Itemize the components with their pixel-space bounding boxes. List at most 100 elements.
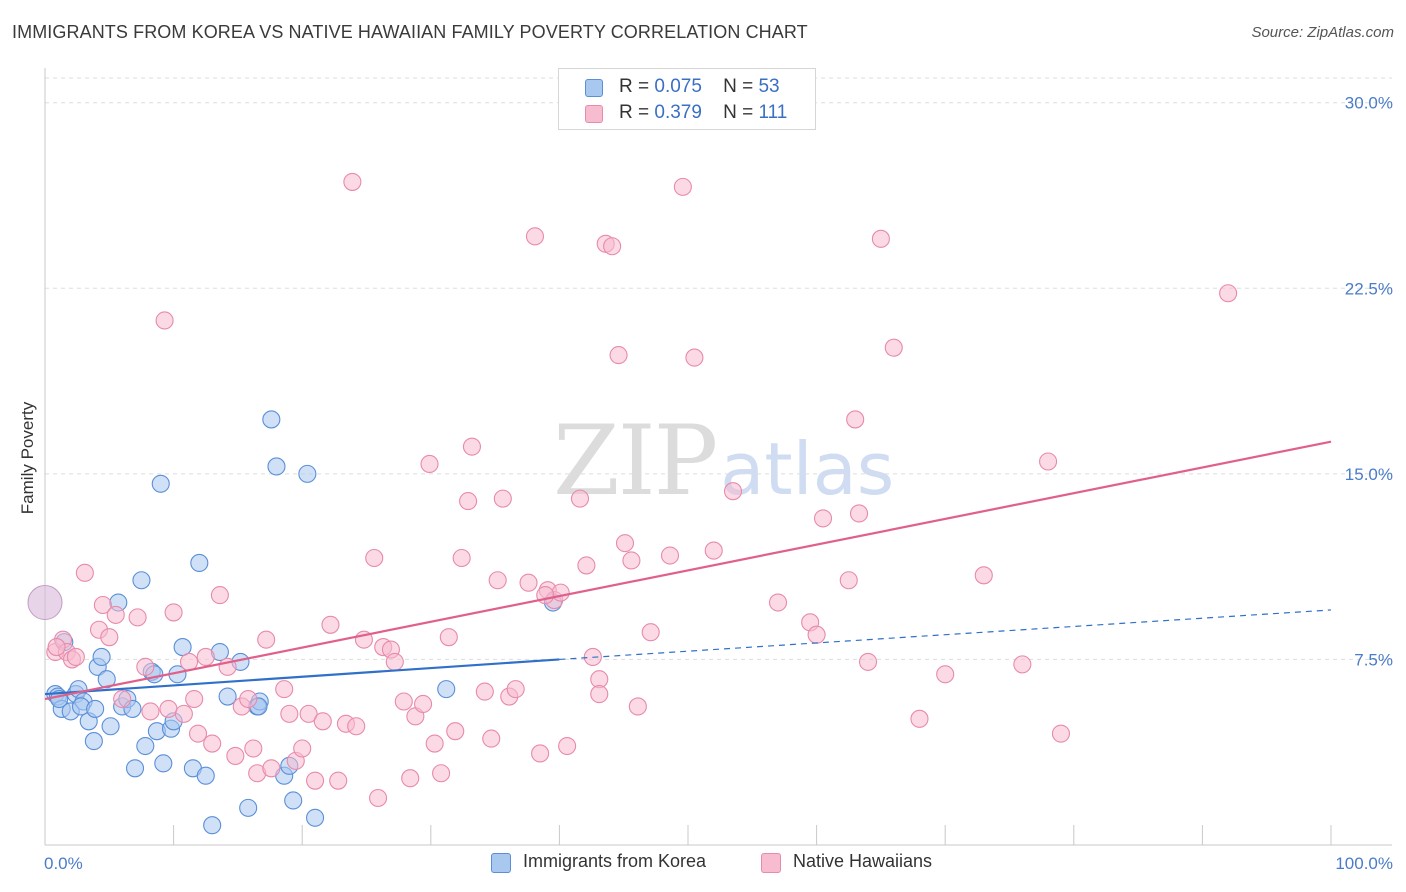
hawaii-point (174, 704, 193, 723)
korea-point (136, 736, 155, 756)
hawaii-point (66, 647, 85, 667)
korea-point (218, 687, 237, 706)
hawaii-point (75, 563, 94, 582)
overlap-point (27, 585, 63, 621)
hawaii-point (1051, 724, 1070, 743)
hawaii-point (910, 709, 929, 728)
hawaii-point (974, 566, 993, 585)
hawaii-point (136, 657, 155, 676)
source-label: Source: ZipAtlas.com (1251, 24, 1394, 41)
hawaii-point (884, 338, 903, 357)
hawaii-r-value: 0.379 (654, 102, 702, 123)
hawaii-point (313, 712, 332, 731)
hawaii-point (401, 769, 420, 788)
hawaii-point (459, 492, 478, 511)
hawaii-point (128, 608, 147, 627)
hawaii-point (622, 551, 641, 570)
hawaii-point (226, 746, 245, 765)
korea-r-label: R = (619, 76, 650, 97)
hawaii-point (347, 717, 366, 736)
hawaii-point (93, 595, 112, 615)
hawaii-point (660, 546, 680, 565)
hawaii-point (446, 722, 465, 741)
hawaii-point (210, 586, 229, 605)
hawaii-point (558, 736, 577, 756)
hawaii-point (414, 694, 433, 714)
hawaii-point (615, 534, 635, 553)
watermark-atlas: atlas (720, 427, 895, 511)
hawaii-point (813, 509, 833, 528)
korea-point (196, 766, 215, 785)
hawaii-point (1039, 452, 1058, 471)
hawaii-point (452, 548, 471, 568)
x-tick-label: 100.0% (1335, 854, 1393, 873)
hawaii-point (394, 692, 413, 711)
hawaii-point (475, 682, 494, 701)
korea-point (267, 457, 286, 476)
hawaii-point (641, 623, 660, 642)
y-tick-label: 30.0% (1345, 94, 1393, 113)
korea-legend-swatch (491, 853, 511, 873)
hawaii-point (306, 771, 325, 790)
hawaii-point (488, 571, 507, 590)
hawaii-point (203, 734, 222, 753)
korea-point (84, 732, 103, 751)
korea-n-label: N = (723, 76, 754, 97)
hawaii-point (685, 348, 704, 367)
korea-point (125, 759, 145, 778)
hawaii-point (551, 583, 570, 602)
hawaii-point (506, 680, 525, 699)
hawaii-point (768, 593, 788, 612)
hawaii-point (257, 630, 276, 649)
korea-point (132, 571, 151, 590)
hawaii-point (603, 237, 622, 256)
hawaii-point (321, 615, 340, 634)
hawaii-point (846, 410, 865, 429)
hawaii-point (293, 739, 312, 758)
hawaii-point (329, 771, 348, 790)
hawaii-point (673, 177, 692, 196)
hawaii-point (525, 227, 545, 246)
korea-n-value: 53 (758, 76, 780, 97)
hawaii-point (188, 724, 208, 743)
hawaii-point (244, 739, 263, 758)
korea-point (154, 754, 173, 773)
y-tick-label: 7.5% (1354, 650, 1393, 669)
hawaii-point (609, 346, 628, 365)
korea-point (203, 816, 222, 835)
hawaii-point (577, 556, 596, 575)
hawaii-point (493, 489, 512, 508)
hawaii-trend-line (44, 440, 1332, 701)
hawaii-point (106, 605, 125, 624)
hawaii-point (590, 685, 609, 704)
hawaii-point (839, 571, 858, 590)
korea-point (306, 808, 325, 827)
hawaii-point (462, 437, 482, 456)
hawaii-point (365, 548, 384, 568)
hawaii-point (570, 489, 590, 508)
korea-point (437, 680, 456, 699)
hawaii-point (519, 573, 538, 592)
hawaii-point (275, 680, 294, 699)
correlation-legend: R = 0.075 N = 53 R = 0.379 N = 111 (558, 68, 816, 130)
korea-point (262, 410, 281, 429)
series-legend: Immigrants from Korea Native Hawaiians (0, 851, 1406, 877)
korea-legend-label: Immigrants from Korea (523, 851, 707, 871)
hawaii-point (628, 697, 647, 716)
hawaii-legend-swatch (761, 853, 781, 873)
hawaii-n-label: N = (723, 102, 754, 123)
korea-point (101, 717, 120, 736)
hawaii-point (385, 652, 404, 671)
hawaii-point (239, 689, 258, 709)
korea-point (239, 798, 258, 817)
hawaii-point (159, 699, 178, 718)
hawaii-point (343, 172, 362, 191)
hawaii-point (858, 652, 878, 671)
hawaii-point (1219, 284, 1238, 303)
korea-point (284, 791, 303, 810)
hawaii-point (432, 764, 451, 783)
korea-point (151, 474, 170, 493)
korea-point (92, 647, 111, 667)
korea-r-value: 0.075 (654, 76, 702, 97)
